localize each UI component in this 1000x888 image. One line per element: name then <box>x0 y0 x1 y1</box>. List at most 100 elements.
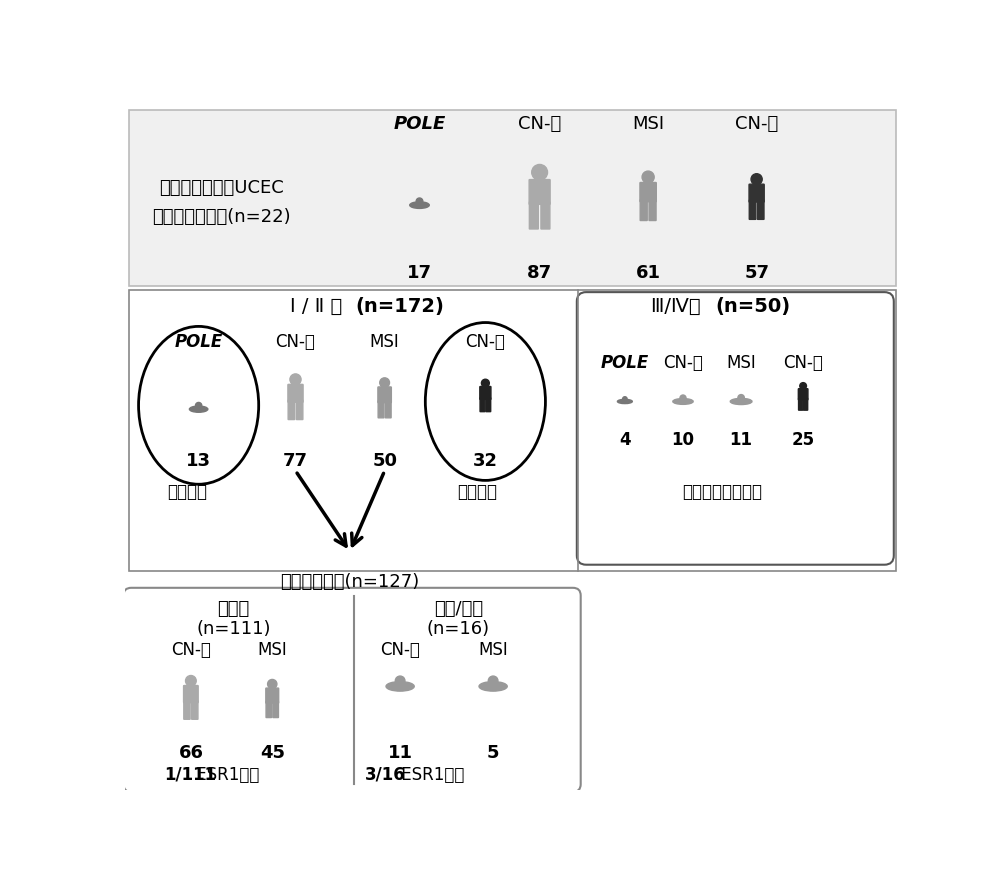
Circle shape <box>186 676 196 686</box>
Text: CN-低: CN-低 <box>171 641 211 659</box>
FancyBboxPatch shape <box>480 398 485 412</box>
Text: 32: 32 <box>473 452 498 470</box>
FancyBboxPatch shape <box>184 701 190 719</box>
Circle shape <box>623 397 627 401</box>
Text: MSI: MSI <box>370 333 400 351</box>
Circle shape <box>481 379 489 387</box>
Text: CN-低: CN-低 <box>663 354 703 372</box>
FancyBboxPatch shape <box>385 400 391 418</box>
Text: 3/16: 3/16 <box>365 766 406 784</box>
FancyBboxPatch shape <box>798 389 808 400</box>
Text: Ⅲ/Ⅳ期: Ⅲ/Ⅳ期 <box>651 297 707 316</box>
FancyBboxPatch shape <box>749 200 756 219</box>
Text: MSI: MSI <box>478 641 508 659</box>
Text: 66: 66 <box>178 744 203 763</box>
Text: (n=16): (n=16) <box>427 620 490 638</box>
Circle shape <box>642 171 654 183</box>
Text: CN-低: CN-低 <box>276 333 315 351</box>
Text: POLE: POLE <box>175 333 223 351</box>
Circle shape <box>532 164 548 180</box>
Text: CN-高: CN-高 <box>465 333 505 351</box>
Circle shape <box>268 679 277 689</box>
Text: 87: 87 <box>527 264 552 281</box>
FancyBboxPatch shape <box>541 202 550 229</box>
Text: 复发/进展: 复发/进展 <box>434 600 483 618</box>
Circle shape <box>738 394 744 401</box>
Text: 良好预后: 良好预后 <box>167 482 207 501</box>
FancyBboxPatch shape <box>266 688 279 703</box>
Text: 1/111: 1/111 <box>164 766 216 784</box>
FancyBboxPatch shape <box>640 182 656 202</box>
FancyBboxPatch shape <box>378 387 391 402</box>
Text: 25: 25 <box>792 431 815 449</box>
Text: CN-高: CN-高 <box>735 115 778 133</box>
Text: 5: 5 <box>487 744 499 763</box>
Text: 不确定的预后(n=127): 不确定的预后(n=127) <box>280 574 419 591</box>
FancyBboxPatch shape <box>480 386 491 400</box>
Circle shape <box>416 198 423 204</box>
Text: 11: 11 <box>730 431 753 449</box>
Circle shape <box>751 174 762 185</box>
Text: 具有复发的全部UCEC: 具有复发的全部UCEC <box>160 179 284 197</box>
Text: 样本及阶段数据(n=22): 样本及阶段数据(n=22) <box>153 208 291 226</box>
Text: 61: 61 <box>636 264 661 281</box>
FancyBboxPatch shape <box>649 200 656 220</box>
Text: 17: 17 <box>407 264 432 281</box>
Circle shape <box>800 383 806 389</box>
FancyBboxPatch shape <box>803 399 808 410</box>
Text: POLE: POLE <box>601 354 649 372</box>
FancyBboxPatch shape <box>640 200 647 220</box>
Text: Ⅰ / Ⅱ 期: Ⅰ / Ⅱ 期 <box>290 297 348 316</box>
Circle shape <box>380 377 390 387</box>
FancyBboxPatch shape <box>273 702 278 718</box>
Text: 10: 10 <box>672 431 694 449</box>
Text: POLE: POLE <box>393 115 446 133</box>
Ellipse shape <box>730 399 752 405</box>
Text: 一般性的较差预后: 一般性的较差预后 <box>682 482 762 501</box>
FancyBboxPatch shape <box>749 184 764 202</box>
Circle shape <box>395 676 405 686</box>
FancyBboxPatch shape <box>266 702 272 718</box>
Ellipse shape <box>410 202 429 209</box>
Text: 11: 11 <box>388 744 413 763</box>
FancyBboxPatch shape <box>184 686 198 702</box>
FancyBboxPatch shape <box>129 289 896 571</box>
Text: CN-低: CN-低 <box>380 641 420 659</box>
Ellipse shape <box>479 682 507 691</box>
FancyBboxPatch shape <box>123 588 581 792</box>
Text: (n=50): (n=50) <box>715 297 790 316</box>
Text: MSI: MSI <box>632 115 664 133</box>
Text: 较差预后: 较差预后 <box>458 482 498 501</box>
Ellipse shape <box>617 400 632 403</box>
Circle shape <box>680 395 686 401</box>
Circle shape <box>488 676 498 686</box>
FancyBboxPatch shape <box>192 701 198 719</box>
Text: 13: 13 <box>186 452 211 470</box>
Ellipse shape <box>189 406 208 412</box>
Ellipse shape <box>673 399 693 404</box>
Text: CN-高: CN-高 <box>783 354 823 372</box>
FancyBboxPatch shape <box>296 400 303 419</box>
Text: 77: 77 <box>283 452 308 470</box>
Text: 50: 50 <box>372 452 397 470</box>
Text: MSI: MSI <box>257 641 287 659</box>
FancyBboxPatch shape <box>757 200 764 219</box>
FancyBboxPatch shape <box>799 399 803 410</box>
Text: 57: 57 <box>744 264 769 281</box>
Text: (n=111): (n=111) <box>196 620 271 638</box>
Circle shape <box>195 402 202 408</box>
FancyBboxPatch shape <box>129 110 896 286</box>
Text: ESR1突变: ESR1突变 <box>191 766 259 784</box>
FancyBboxPatch shape <box>486 398 491 412</box>
Text: (n=172): (n=172) <box>356 297 445 316</box>
FancyBboxPatch shape <box>529 202 538 229</box>
Text: 无进展: 无进展 <box>217 600 250 618</box>
Text: 45: 45 <box>260 744 285 763</box>
Ellipse shape <box>386 682 414 691</box>
Text: 4: 4 <box>619 431 631 449</box>
FancyBboxPatch shape <box>288 385 303 402</box>
Text: CN-低: CN-低 <box>518 115 561 133</box>
Text: MSI: MSI <box>726 354 756 372</box>
Text: ESR1突变: ESR1突变 <box>396 766 465 784</box>
FancyBboxPatch shape <box>529 179 550 204</box>
